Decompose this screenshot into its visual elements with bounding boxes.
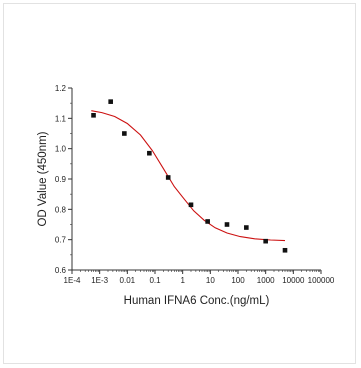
x-tick-label: 100000 — [308, 276, 335, 285]
data-point — [224, 222, 230, 227]
x-tick-label: 10000 — [282, 276, 305, 285]
data-point — [122, 131, 127, 136]
data-point — [188, 202, 194, 208]
data-point — [147, 150, 152, 156]
y-axis-title: OD Value (450nm) — [37, 131, 49, 226]
y-tick-label: 1.2 — [55, 84, 67, 93]
y-tick-label: 1.0 — [55, 145, 67, 154]
x-tick-label: 1000 — [257, 276, 275, 285]
chart-frame — [3, 3, 356, 364]
data-point — [282, 247, 288, 253]
y-tick-label: 0.8 — [55, 205, 67, 214]
data-point — [91, 113, 96, 118]
y-tick-label: 0.6 — [55, 266, 67, 275]
fit-curve — [91, 110, 286, 242]
data-point — [165, 175, 171, 180]
axes: 1E-4 1E-3 0.01 0.1 1 10 100 1000 10000 100000 0.6 0… — [55, 84, 335, 285]
x-tick-label: 0.01 — [120, 276, 136, 285]
fit-curve-layer — [91, 110, 286, 242]
y-tick-label: 1.1 — [55, 114, 67, 123]
y-tick-label: 0.9 — [55, 175, 67, 184]
x-axis-title: Human IFNA6 Conc.(ng/mL) — [124, 295, 270, 307]
x-tick-label: 1 — [180, 276, 185, 285]
data-points-layer — [91, 99, 288, 253]
x-tick-label: 100 — [231, 276, 245, 285]
data-point — [108, 99, 113, 104]
data-point — [205, 219, 210, 224]
y-tick-label: 0.7 — [55, 236, 67, 245]
x-tick-label: 0.1 — [149, 276, 161, 285]
x-tick-label: 1E-3 — [91, 276, 108, 285]
x-tick-label: 1E-4 — [64, 276, 81, 285]
data-point — [244, 225, 249, 230]
data-point — [263, 238, 268, 244]
x-tick-label: 10 — [206, 276, 215, 285]
